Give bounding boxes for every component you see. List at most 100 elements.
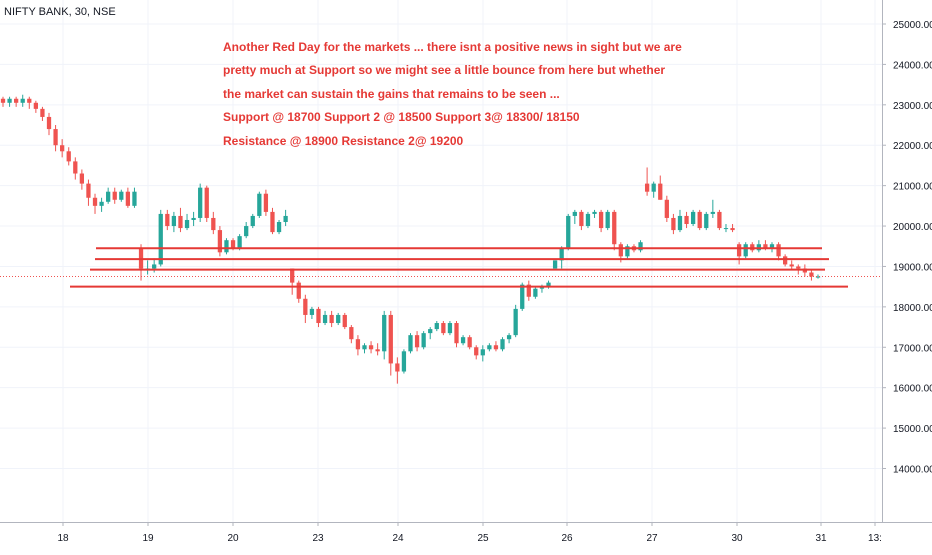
x-tick-label: 19 <box>142 533 154 544</box>
annotation-line: pretty much at Support so we might see a… <box>223 63 666 78</box>
candle-body <box>119 191 124 200</box>
candle <box>434 321 439 332</box>
candle <box>592 209 597 218</box>
symbol-label: NIFTY BANK, 30, NSE <box>4 6 116 18</box>
candle-body <box>184 219 190 229</box>
candle-body <box>395 363 400 372</box>
candle-body <box>132 191 137 206</box>
candle <box>526 280 531 301</box>
candle-body <box>592 211 597 214</box>
candle-body <box>414 335 420 348</box>
candle-body <box>664 199 669 218</box>
candle-body <box>750 244 755 251</box>
candle-body <box>152 264 157 269</box>
candle <box>743 242 748 259</box>
candle-body <box>198 187 203 218</box>
candle-body <box>375 349 380 352</box>
candle-body <box>355 339 361 350</box>
candle-body <box>723 228 729 230</box>
candle <box>296 280 301 303</box>
annotation-text: Another Red Day for the markets ... ther… <box>223 36 682 153</box>
candle <box>474 345 479 360</box>
y-tick-label: 17000.00 <box>893 343 932 354</box>
candle <box>309 306 315 319</box>
candle-body <box>0 98 6 103</box>
candle-body <box>428 329 433 334</box>
candle-body <box>493 345 499 350</box>
candle <box>86 179 91 206</box>
candle-body <box>303 298 308 315</box>
candle-body <box>165 213 170 227</box>
candle-body <box>539 286 545 289</box>
candle <box>375 343 380 356</box>
candle <box>244 222 249 239</box>
candle <box>119 189 124 202</box>
candle <box>566 213 571 251</box>
candle-body <box>270 211 275 233</box>
candle-body <box>763 244 768 249</box>
candle-body <box>40 108 45 117</box>
x-tick-label: 25 <box>477 533 489 544</box>
candle-body <box>401 351 407 372</box>
candle-body <box>388 314 393 364</box>
candle-body <box>86 183 91 198</box>
candle <box>467 335 472 350</box>
candle <box>664 195 669 223</box>
candle <box>690 209 696 227</box>
candle <box>513 304 518 338</box>
candle-body <box>480 349 485 356</box>
candle <box>303 294 308 324</box>
y-tick-label: 15000.00 <box>893 424 932 435</box>
x-tick-label: 18 <box>57 533 69 544</box>
y-tick-label: 23000.00 <box>893 101 932 112</box>
candle <box>145 260 150 275</box>
candle <box>684 211 689 229</box>
candle-body <box>572 211 577 216</box>
candle <box>329 310 334 328</box>
candle <box>454 321 459 348</box>
candle <box>290 268 295 295</box>
candle <box>171 211 177 233</box>
candle-body <box>454 323 459 344</box>
candle <box>257 191 262 218</box>
candle <box>605 209 610 231</box>
candle-body <box>690 211 696 225</box>
candle-body <box>730 228 735 231</box>
candle <box>125 187 131 208</box>
candle <box>401 349 407 374</box>
candle-body <box>697 211 702 229</box>
candle-body <box>585 213 591 227</box>
candle <box>559 246 564 269</box>
candle-body <box>809 272 814 277</box>
candle <box>138 244 144 281</box>
candle <box>809 270 814 281</box>
candle-body <box>717 211 722 229</box>
candle <box>7 96 12 107</box>
candle-body <box>27 98 32 103</box>
candle <box>585 211 591 229</box>
candle <box>395 357 400 384</box>
candle <box>250 213 255 229</box>
y-tick-label: 18000.00 <box>893 303 932 314</box>
candle <box>677 209 683 233</box>
candle-body <box>92 197 98 206</box>
candle-body <box>46 116 52 130</box>
candle-body <box>296 282 301 299</box>
candle <box>671 213 676 235</box>
candle <box>441 321 446 336</box>
candle <box>14 96 19 107</box>
candle <box>447 321 453 336</box>
candle <box>368 341 374 354</box>
candle-body <box>79 173 85 184</box>
candle-body <box>217 230 223 253</box>
candle-body <box>460 337 466 344</box>
candle-body <box>513 308 518 336</box>
candle-body <box>598 211 604 229</box>
candle-body <box>329 314 334 324</box>
y-tick-label: 21000.00 <box>893 182 932 193</box>
candle <box>414 331 420 352</box>
candle-body <box>579 211 584 227</box>
candle-body <box>743 244 748 257</box>
candle-body <box>171 215 177 227</box>
candle <box>132 187 137 208</box>
